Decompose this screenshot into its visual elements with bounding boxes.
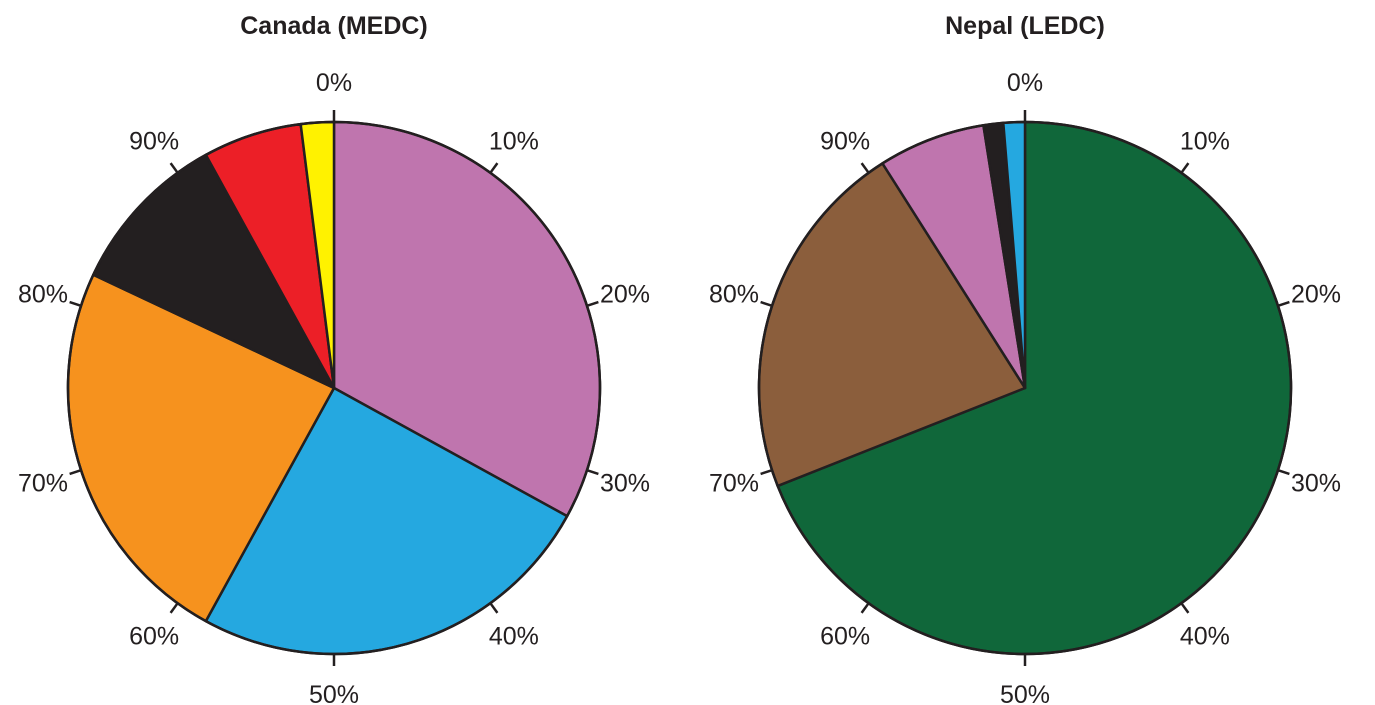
tick-mark-nepal-7 <box>760 469 773 476</box>
tick-label-nepal-1: 10% <box>1180 127 1230 155</box>
tick-mark-nepal-6 <box>860 602 870 614</box>
tick-mark-canada-3 <box>586 469 599 476</box>
tick-label-canada-5: 50% <box>309 681 359 705</box>
tick-mark-nepal-9 <box>860 162 870 174</box>
tick-label-nepal-2: 20% <box>1291 280 1341 308</box>
ticks-nepal: 0% 10% 20% 30% 40% 50% 60% 70% 80% 90% <box>709 69 1341 705</box>
tick-label-canada-9: 90% <box>129 127 179 155</box>
tick-label-canada-8: 80% <box>18 280 68 308</box>
tick-label-nepal-3: 30% <box>1291 470 1341 498</box>
tick-label-canada-6: 60% <box>129 623 179 651</box>
tick-mark-nepal-8 <box>760 300 773 307</box>
tick-mark-nepal-4 <box>1180 602 1190 614</box>
tick-label-canada-7: 70% <box>18 470 68 498</box>
chart-title-nepal: Nepal (LEDC) <box>945 12 1105 40</box>
tick-mark-nepal-2 <box>1277 300 1290 307</box>
tick-mark-nepal-1 <box>1180 162 1190 174</box>
tick-label-canada-0: 0% <box>316 69 352 97</box>
tick-mark-canada-7 <box>69 469 82 476</box>
pie-chart-canada: Canada (MEDC) 0% 10% 20% 30% 40% 50% 60% 70% 80%… <box>18 12 650 705</box>
tick-mark-canada-9 <box>169 162 179 174</box>
tick-mark-canada-8 <box>69 300 82 307</box>
tick-label-canada-2: 20% <box>600 280 650 308</box>
tick-mark-nepal-3 <box>1277 469 1290 476</box>
tick-label-nepal-8: 80% <box>709 280 759 308</box>
chart-title-canada: Canada (MEDC) <box>240 12 428 40</box>
tick-mark-canada-4 <box>489 602 499 614</box>
tick-label-nepal-0: 0% <box>1007 69 1043 97</box>
tick-mark-canada-1 <box>489 162 499 174</box>
tick-label-nepal-7: 70% <box>709 470 759 498</box>
tick-label-nepal-9: 90% <box>820 127 870 155</box>
slices-canada <box>66 120 602 656</box>
pie-chart-nepal: Nepal (LEDC) 0% 10% 20% 30% 40% 50% 60% 70% 80% 9… <box>709 12 1341 705</box>
tick-label-nepal-4: 40% <box>1180 623 1230 651</box>
tick-label-canada-4: 40% <box>489 623 539 651</box>
tick-label-canada-1: 10% <box>489 127 539 155</box>
ticks-canada: 0% 10% 20% 30% 40% 50% 60% 70% 80% 90% <box>18 69 650 705</box>
tick-mark-canada-6 <box>169 602 179 614</box>
tick-label-nepal-5: 50% <box>1000 681 1050 705</box>
slices-nepal <box>757 120 1293 656</box>
tick-mark-canada-2 <box>586 300 599 307</box>
tick-label-nepal-6: 60% <box>820 623 870 651</box>
tick-label-canada-3: 30% <box>600 470 650 498</box>
